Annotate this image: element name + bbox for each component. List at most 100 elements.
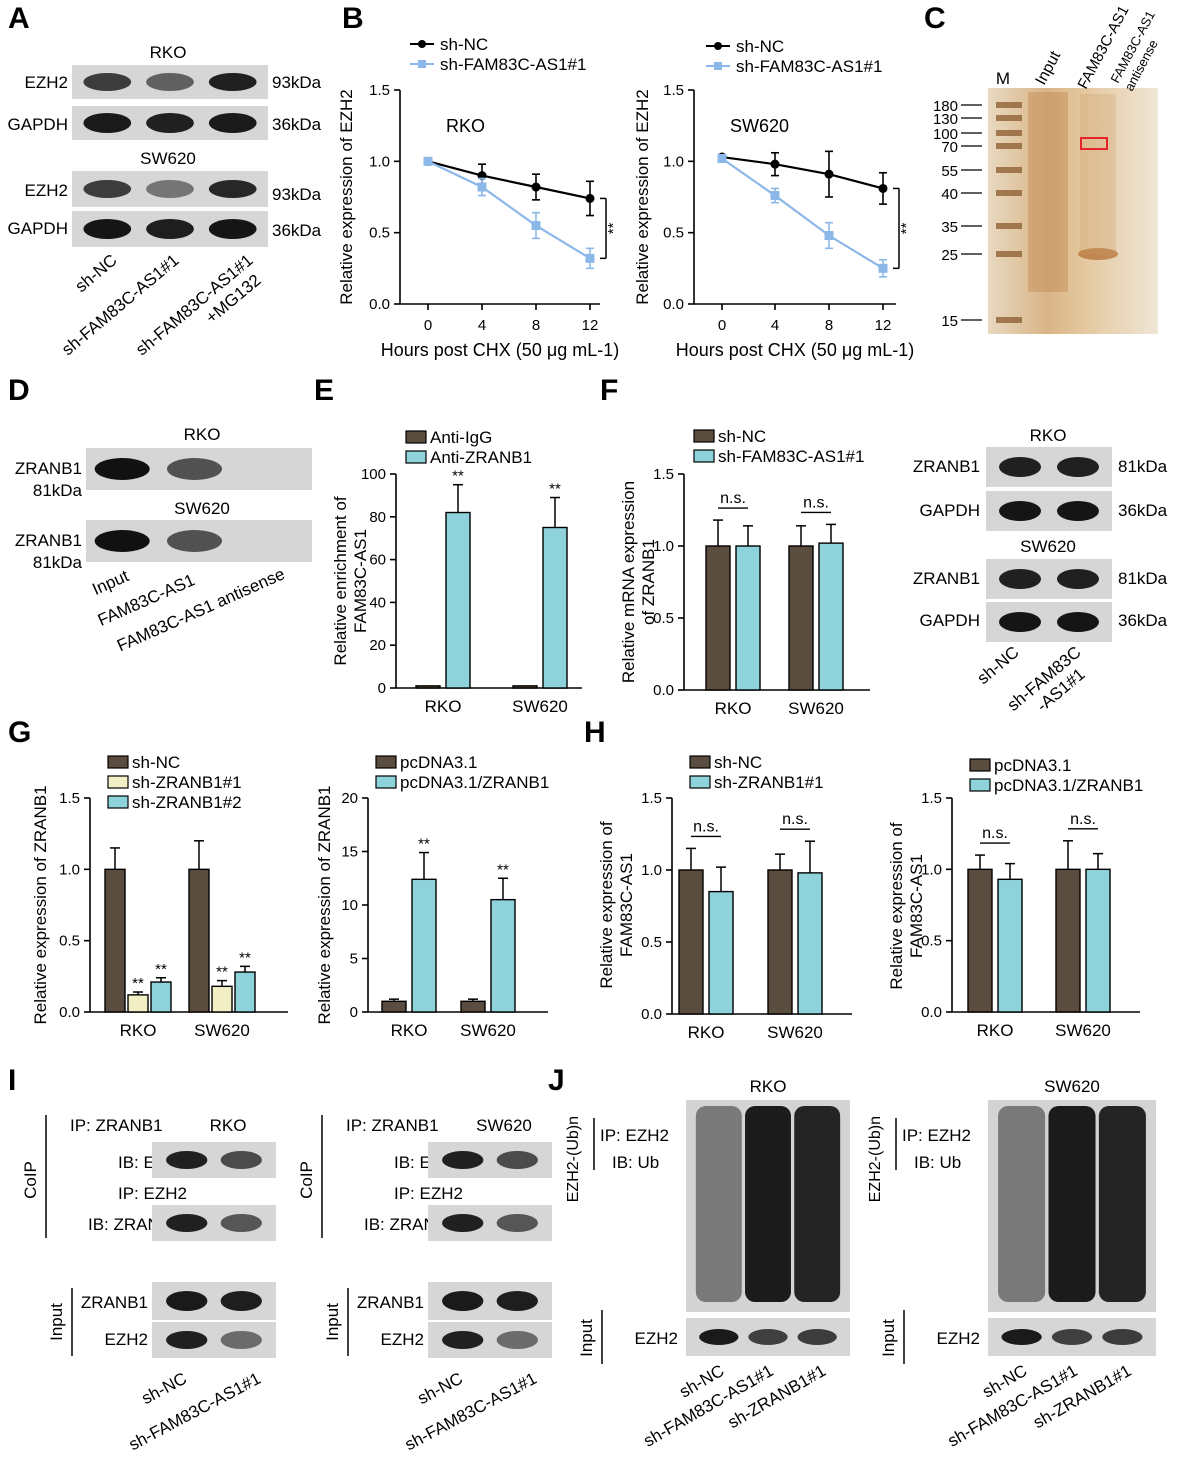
ns-label: n.s.: [803, 494, 829, 511]
band: [83, 113, 132, 133]
band: [208, 113, 257, 133]
marker-band: [996, 143, 1022, 149]
y-tick-label: 1.5: [653, 466, 674, 483]
x-axis-label: Hours post CHX (50 μg mL-1): [381, 340, 619, 360]
ns-label: n.s.: [782, 811, 808, 828]
y-axis-label: Relative expression ofFAM83C-AS1: [597, 821, 636, 989]
data-point: [585, 253, 595, 263]
band: [94, 458, 150, 480]
chart-h2: 0.0 0.5 1.0 1.5 Relative expression ofFAM83C…: [887, 756, 1143, 1040]
band: [442, 1291, 484, 1311]
ub-smear: [998, 1106, 1046, 1302]
bar: [708, 890, 734, 1015]
size-label: 36kDa: [1118, 611, 1168, 630]
x-tick-label: 0: [718, 317, 726, 334]
ub-smear: [745, 1106, 791, 1302]
legend-entry: sh-ZRANB1#1: [132, 773, 242, 792]
ip-label: IP: EZH2: [902, 1126, 971, 1145]
band: [166, 530, 222, 552]
panel-letter: B: [342, 2, 364, 35]
sig-marker: **: [155, 961, 167, 978]
band: [208, 73, 257, 91]
x-tick-label: 4: [771, 317, 779, 334]
bar: [735, 545, 761, 691]
y-tick-label: 80: [369, 509, 386, 526]
y-tick-label: 0.5: [369, 225, 390, 242]
y-tick-label: 1.0: [921, 861, 942, 878]
band: [496, 1214, 538, 1232]
y-tick-label: 1.5: [641, 790, 662, 807]
size-label: 36kDa: [272, 115, 322, 134]
coip-label: CoIP: [21, 1161, 40, 1199]
band: [146, 73, 194, 91]
marker-label: 180: [933, 98, 958, 115]
y-tick-label: 0.0: [921, 1004, 942, 1021]
chart-h1: 0.0 0.5 1.0 1.5 Relative expression ofFAM83C…: [597, 753, 852, 1042]
band: [1056, 501, 1099, 521]
band: [83, 73, 132, 91]
legend-swatch: [693, 449, 715, 463]
y-tick-label: 1.0: [369, 153, 390, 170]
sig-marker: **: [418, 836, 430, 853]
highlight-box: [1080, 137, 1108, 150]
marker-band: [996, 317, 1022, 323]
input-label: Input: [879, 1319, 898, 1357]
y-tick-label: 60: [369, 552, 386, 569]
size-label: 36kDa: [1118, 501, 1168, 520]
panel-letter: H: [584, 716, 606, 749]
legend-swatch: [693, 429, 715, 443]
coip-label: CoIP: [297, 1161, 316, 1199]
marker-band: [996, 102, 1022, 108]
band: [83, 219, 132, 239]
cell-line-label: RKO: [750, 1077, 787, 1096]
marker-label: 130: [933, 111, 958, 128]
legend-entry: pcDNA3.1/ZRANB1: [400, 773, 549, 792]
x-tick-label: RKO: [688, 1023, 725, 1042]
band: [496, 1151, 538, 1169]
size-label: 36kDa: [272, 221, 322, 240]
marker-label: 35: [941, 219, 958, 236]
marker-band: [996, 251, 1022, 257]
ip-label: IP: ZRANB1: [346, 1116, 439, 1135]
row-label: GAPDH: [8, 115, 68, 134]
size-label: 93kDa: [272, 73, 322, 92]
y-axis-label-line: of ZRANB1: [639, 539, 658, 625]
lane-label: sh-NC: [71, 251, 120, 297]
band: [94, 530, 150, 552]
cell-line-label: SW620: [140, 149, 196, 168]
legend-swatch: [107, 795, 129, 809]
bar: [997, 878, 1023, 1013]
band: [442, 1214, 484, 1232]
bar: [150, 981, 172, 1013]
bar: [542, 526, 568, 689]
y-axis-label: Relative expression ofFAM83C-AS1: [887, 822, 926, 990]
row-label: ZRANB1: [81, 1293, 148, 1312]
band: [999, 612, 1042, 632]
band: [146, 180, 194, 198]
y-tick-label: 1.5: [663, 82, 684, 99]
y-tick-label: 15: [341, 844, 358, 861]
x-tick-label: 12: [875, 317, 892, 334]
x-tick-label: RKO: [977, 1021, 1014, 1040]
data-point: [770, 191, 780, 201]
bar: [788, 545, 814, 691]
chart-annotation: SW620: [730, 116, 789, 136]
y-tick-label: 0.0: [641, 1006, 662, 1023]
chart-g2: 0 5 10 15 20 Relative expression of ZRANB1 pcD…: [315, 753, 549, 1040]
x-tick-label: 0: [424, 317, 432, 334]
gel-image: [988, 88, 1158, 334]
bar: [767, 869, 793, 1015]
ub-smear: [794, 1106, 841, 1302]
bar: [1055, 868, 1081, 1013]
bar: [490, 898, 516, 1013]
band: [166, 1331, 208, 1349]
band-25kda: [1078, 248, 1118, 260]
band: [797, 1329, 837, 1345]
legend-entry: sh-NC: [440, 35, 488, 54]
x-tick-label: SW620: [194, 1021, 250, 1040]
ib-label: IB: Ub: [612, 1153, 659, 1172]
y-tick-label: 0.5: [641, 934, 662, 951]
chart-annotation: RKO: [446, 116, 485, 136]
legend-swatch: [405, 430, 427, 444]
y-tick-label: 0.5: [59, 933, 80, 950]
